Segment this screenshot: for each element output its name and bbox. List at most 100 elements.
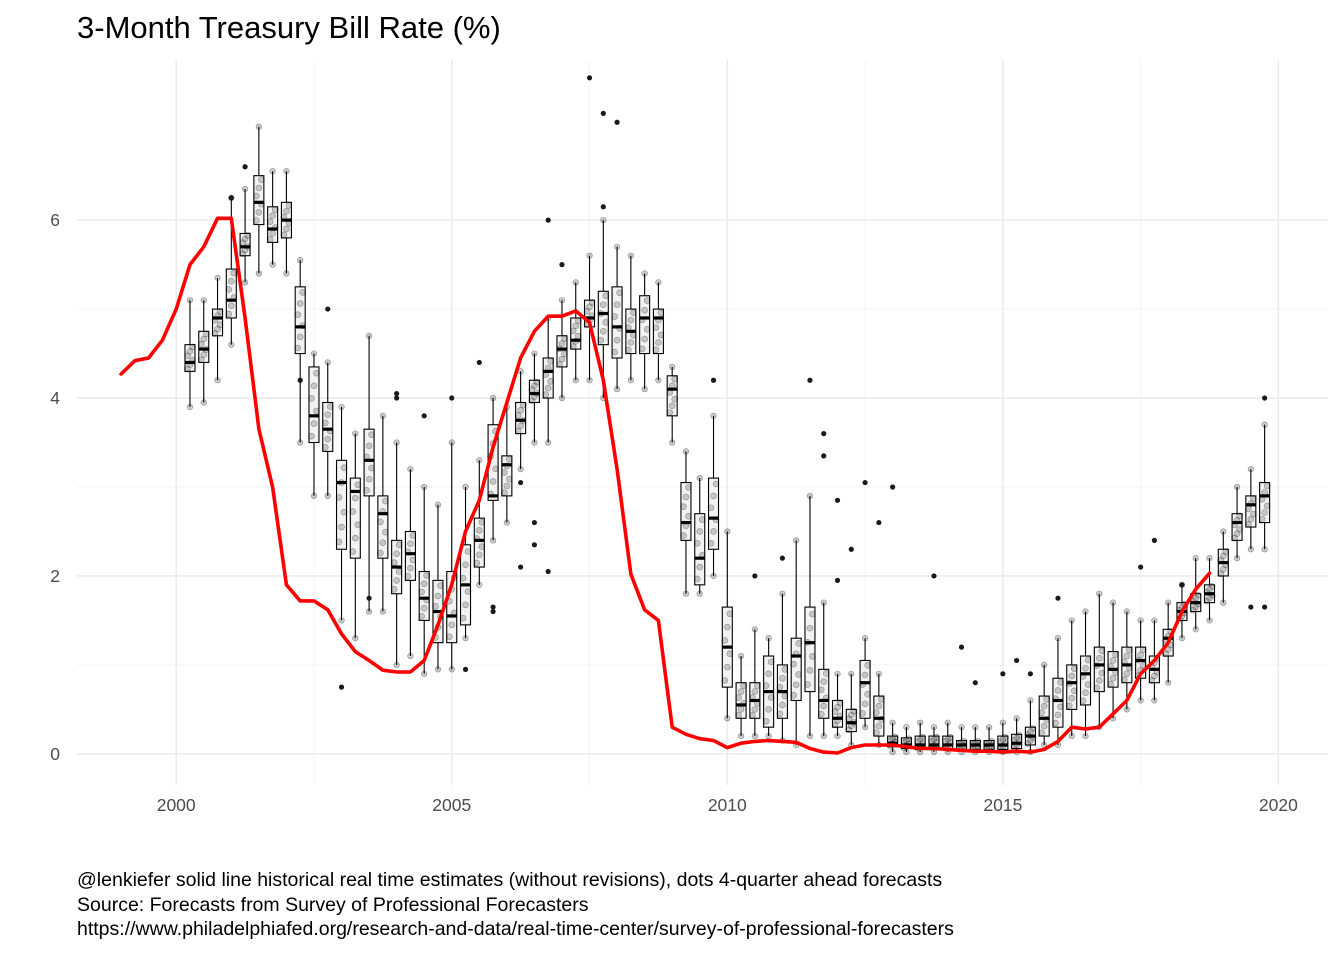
forecast-dot	[445, 633, 453, 641]
forecast-dot	[283, 207, 290, 215]
forecast-dot	[390, 559, 398, 566]
forecast-dot	[946, 733, 954, 741]
forecast-dot	[1165, 679, 1172, 686]
forecast-dot	[657, 309, 665, 317]
forecast-dot	[988, 737, 995, 745]
outlier-point	[545, 217, 551, 223]
forecast-dot	[266, 218, 274, 225]
forecast-dot	[737, 706, 745, 713]
forecast-dot	[1162, 650, 1169, 658]
forecast-dot	[379, 539, 387, 546]
boxplot-box	[652, 308, 664, 355]
forecast-dot	[765, 670, 772, 678]
forecast-dot	[1027, 697, 1034, 704]
x-tick-label: 2015	[983, 795, 1022, 815]
forecast-dot	[407, 652, 414, 660]
forecast-dot	[1222, 548, 1230, 555]
boxplot-box	[294, 286, 306, 355]
forecast-dot	[365, 608, 373, 615]
forecast-dot	[434, 501, 442, 508]
forecast-dot	[393, 550, 400, 558]
forecast-dot	[432, 603, 439, 610]
forecast-dot	[1151, 697, 1158, 704]
forecast-dot	[1082, 664, 1089, 672]
forecast-dot	[489, 537, 497, 544]
forecast-dot	[1098, 669, 1106, 677]
boxplot-box	[1011, 733, 1023, 750]
forecast-dot	[492, 465, 499, 473]
forecast-dot	[831, 721, 839, 729]
forecast-dot	[478, 518, 486, 526]
outlier-point	[545, 568, 551, 575]
forecast-dot	[903, 748, 910, 756]
forecast-dot	[1054, 687, 1062, 694]
forecast-boxplot	[845, 670, 858, 749]
forecast-dot	[514, 427, 522, 435]
forecast-dot	[230, 269, 238, 277]
forecast-dot	[324, 359, 331, 366]
forecast-dot	[404, 573, 412, 580]
forecast-boxplot	[377, 412, 389, 615]
forecast-dot	[464, 548, 472, 555]
forecast-dot	[1121, 676, 1128, 684]
forecast-dot	[1250, 510, 1257, 518]
forecast-dot	[999, 736, 1007, 743]
forecast-dot	[652, 324, 660, 331]
outlier-point	[518, 564, 524, 570]
forecast-dot	[241, 235, 249, 243]
forecast-dot	[627, 377, 634, 384]
forecast-dot	[1206, 617, 1213, 624]
forecast-dot	[558, 355, 566, 363]
forecast-dot	[561, 335, 568, 342]
forecast-dot	[737, 652, 745, 660]
forecast-dot	[324, 435, 332, 443]
forecast-dot	[542, 391, 549, 399]
forecast-dot	[310, 420, 318, 427]
forecast-dot	[382, 528, 389, 536]
forecast-boxplot	[804, 492, 816, 740]
forecast-dot	[189, 343, 196, 351]
forecast-boxplot	[459, 483, 472, 642]
forecast-dot	[1233, 530, 1241, 537]
forecast-dot	[1082, 732, 1089, 740]
forecast-dot	[308, 395, 315, 402]
outlier-point	[931, 573, 937, 579]
forecast-dot	[1054, 711, 1062, 719]
forecast-dot	[726, 610, 734, 618]
forecast-boxplot	[680, 448, 692, 597]
forecast-dot	[630, 309, 637, 317]
forecast-dot	[547, 378, 554, 385]
forecast-boxplot	[239, 185, 251, 286]
forecast-dot	[889, 748, 896, 756]
outlier-point	[490, 604, 496, 610]
forecast-dot	[1263, 482, 1271, 490]
outlier-point	[958, 644, 965, 650]
forecast-dot	[352, 494, 359, 502]
forecast-dot	[216, 321, 224, 328]
boxplot-box	[735, 682, 747, 719]
forecast-dot	[765, 706, 772, 713]
forecast-boxplot	[1024, 697, 1037, 756]
forecast-dot	[547, 358, 554, 365]
forecast-boxplot	[253, 123, 265, 277]
forecast-dot	[572, 322, 580, 330]
forecast-dot	[1054, 635, 1062, 642]
forecast-dot	[817, 710, 825, 718]
forecast-boxplot	[308, 350, 320, 499]
forecast-dot	[685, 484, 692, 491]
forecast-dot	[1137, 617, 1144, 624]
forecast-dot	[724, 528, 731, 535]
forecast-dot	[310, 382, 318, 390]
forecast-boxplot	[1217, 528, 1230, 606]
forecast-dot	[1233, 483, 1241, 491]
forecast-boxplot	[501, 403, 513, 526]
forecast-boxplot	[666, 363, 678, 446]
forecast-boxplot	[1203, 555, 1216, 624]
forecast-dot	[335, 494, 343, 501]
outlier-point	[862, 479, 868, 486]
forecast-dot	[597, 336, 605, 344]
forecast-dot	[473, 559, 481, 567]
forecast-dot	[184, 365, 191, 373]
forecast-dot	[806, 492, 814, 499]
